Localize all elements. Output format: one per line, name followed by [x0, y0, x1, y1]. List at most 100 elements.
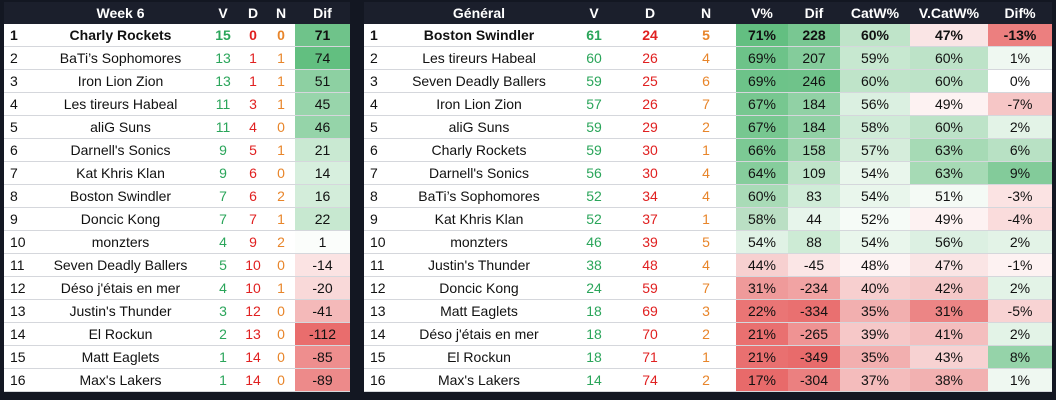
table-row: 15 Matt Eaglets 1 14 0 -85 — [4, 345, 350, 369]
win-pct-cell: 31% — [736, 276, 788, 300]
losses-cell: 9 — [239, 230, 267, 254]
vcatw-pct-cell: 56% — [910, 230, 988, 254]
diff-cell: 246 — [788, 69, 840, 93]
losses-cell: 12 — [239, 299, 267, 323]
diff-cell: -89 — [295, 368, 350, 392]
draws-cell: 7 — [676, 92, 736, 116]
diff-pct-cell: -5% — [988, 299, 1052, 323]
diff-cell: -349 — [788, 345, 840, 369]
diff-cell: 45 — [295, 92, 350, 116]
diff-cell: 21 — [295, 138, 350, 162]
rank-cell: 6 — [364, 138, 394, 162]
table-row: 4 Les tireurs Habeal 11 3 1 45 — [4, 92, 350, 116]
team-name-cell: Iron Lion Zion — [394, 92, 564, 116]
losses-cell: 24 — [624, 24, 676, 47]
wins-cell: 5 — [207, 253, 239, 277]
catw-pct-cell: 58% — [840, 115, 910, 139]
table-row: 8 BaTi’s Sophomores 52 34 4 60% 83 54% 51% -3% — [364, 184, 1052, 208]
diff-cell: 88 — [788, 230, 840, 254]
diff-cell: 228 — [788, 24, 840, 47]
table-row: 14 El Rockun 2 13 0 -112 — [4, 322, 350, 346]
team-name-cell: aliG Suns — [34, 115, 207, 139]
rank-cell: 16 — [364, 368, 394, 392]
diff-cell: 51 — [295, 69, 350, 93]
table-row: 4 Iron Lion Zion 57 26 7 67% 184 56% 49% -7% — [364, 92, 1052, 116]
catw-pct-cell: 59% — [840, 46, 910, 70]
diff-cell: -112 — [295, 322, 350, 346]
vcatw-pct-cell: 63% — [910, 138, 988, 162]
diff-cell: 1 — [295, 230, 350, 254]
draws-cell: 4 — [676, 46, 736, 70]
win-pct-cell: 67% — [736, 92, 788, 116]
draws-cell: 0 — [267, 299, 295, 323]
diff-cell: -234 — [788, 276, 840, 300]
wins-cell: 52 — [564, 207, 624, 231]
diff-pct-cell: -7% — [988, 92, 1052, 116]
diff-pct-cell: 1% — [988, 368, 1052, 392]
diff-cell: -334 — [788, 299, 840, 323]
draws-cell: 1 — [267, 207, 295, 231]
wins-cell: 57 — [564, 92, 624, 116]
header-losses: D — [624, 2, 676, 24]
draws-cell: 2 — [676, 322, 736, 346]
team-name-cell: Seven Deadly Ballers — [34, 253, 207, 277]
win-pct-cell: 67% — [736, 115, 788, 139]
header-diff-pct: Dif% — [988, 2, 1052, 24]
diff-cell: 71 — [295, 24, 350, 47]
draws-cell: 5 — [676, 24, 736, 47]
rank-cell: 2 — [4, 46, 34, 70]
wins-cell: 24 — [564, 276, 624, 300]
losses-cell: 30 — [624, 161, 676, 185]
table-row: 13 Justin's Thunder 3 12 0 -41 — [4, 299, 350, 323]
wins-cell: 15 — [207, 24, 239, 47]
team-name-cell: Boston Swindler — [394, 24, 564, 47]
table-row: 2 BaTi’s Sophomores 13 1 1 74 — [4, 46, 350, 70]
team-name-cell: aliG Suns — [394, 115, 564, 139]
diff-cell: 83 — [788, 184, 840, 208]
diff-cell: 16 — [295, 184, 350, 208]
rank-cell: 9 — [364, 207, 394, 231]
wins-cell: 9 — [207, 161, 239, 185]
catw-pct-cell: 54% — [840, 230, 910, 254]
team-name-cell: BaTi’s Sophomores — [394, 184, 564, 208]
catw-pct-cell: 60% — [840, 24, 910, 47]
diff-pct-cell: -4% — [988, 207, 1052, 231]
losses-cell: 4 — [239, 115, 267, 139]
rank-cell: 6 — [4, 138, 34, 162]
draws-cell: 5 — [676, 230, 736, 254]
table-row: 2 Les tireurs Habeal 60 26 4 69% 207 59% 60% 1% — [364, 46, 1052, 70]
draws-cell: 4 — [676, 253, 736, 277]
win-pct-cell: 66% — [736, 138, 788, 162]
table-row: 6 Darnell's Sonics 9 5 1 21 — [4, 138, 350, 162]
diff-cell: 109 — [788, 161, 840, 185]
table-row: 10 monzters 4 9 2 1 — [4, 230, 350, 254]
win-pct-cell: 60% — [736, 184, 788, 208]
losses-cell: 71 — [624, 345, 676, 369]
table-row: 14 Déso j'étais en mer 18 70 2 21% -265 39% 41% 2… — [364, 322, 1052, 346]
team-name-cell: Max's Lakers — [34, 368, 207, 392]
wins-cell: 1 — [207, 368, 239, 392]
diff-pct-cell: 9% — [988, 161, 1052, 185]
draws-cell: 1 — [267, 46, 295, 70]
diff-cell: -85 — [295, 345, 350, 369]
win-pct-cell: 64% — [736, 161, 788, 185]
catw-pct-cell: 60% — [840, 69, 910, 93]
catw-pct-cell: 52% — [840, 207, 910, 231]
rank-cell: 11 — [4, 253, 34, 277]
rank-cell: 3 — [4, 69, 34, 93]
rank-cell: 4 — [364, 92, 394, 116]
diff-pct-cell: -13% — [988, 24, 1052, 47]
table-row: 12 Doncic Kong 24 59 7 31% -234 40% 42% 2% — [364, 276, 1052, 300]
diff-pct-cell: 2% — [988, 230, 1052, 254]
rank-cell: 1 — [364, 24, 394, 47]
team-name-cell: Darnell's Sonics — [34, 138, 207, 162]
draws-cell: 7 — [676, 276, 736, 300]
losses-cell: 6 — [239, 184, 267, 208]
draws-cell: 2 — [676, 368, 736, 392]
vcatw-pct-cell: 49% — [910, 207, 988, 231]
team-name-cell: Charly Rockets — [394, 138, 564, 162]
win-pct-cell: 54% — [736, 230, 788, 254]
table-row: 9 Kat Khris Klan 52 37 1 58% 44 52% 49% -4% — [364, 207, 1052, 231]
table-row: 16 Max's Lakers 1 14 0 -89 — [4, 368, 350, 392]
diff-cell: -20 — [295, 276, 350, 300]
